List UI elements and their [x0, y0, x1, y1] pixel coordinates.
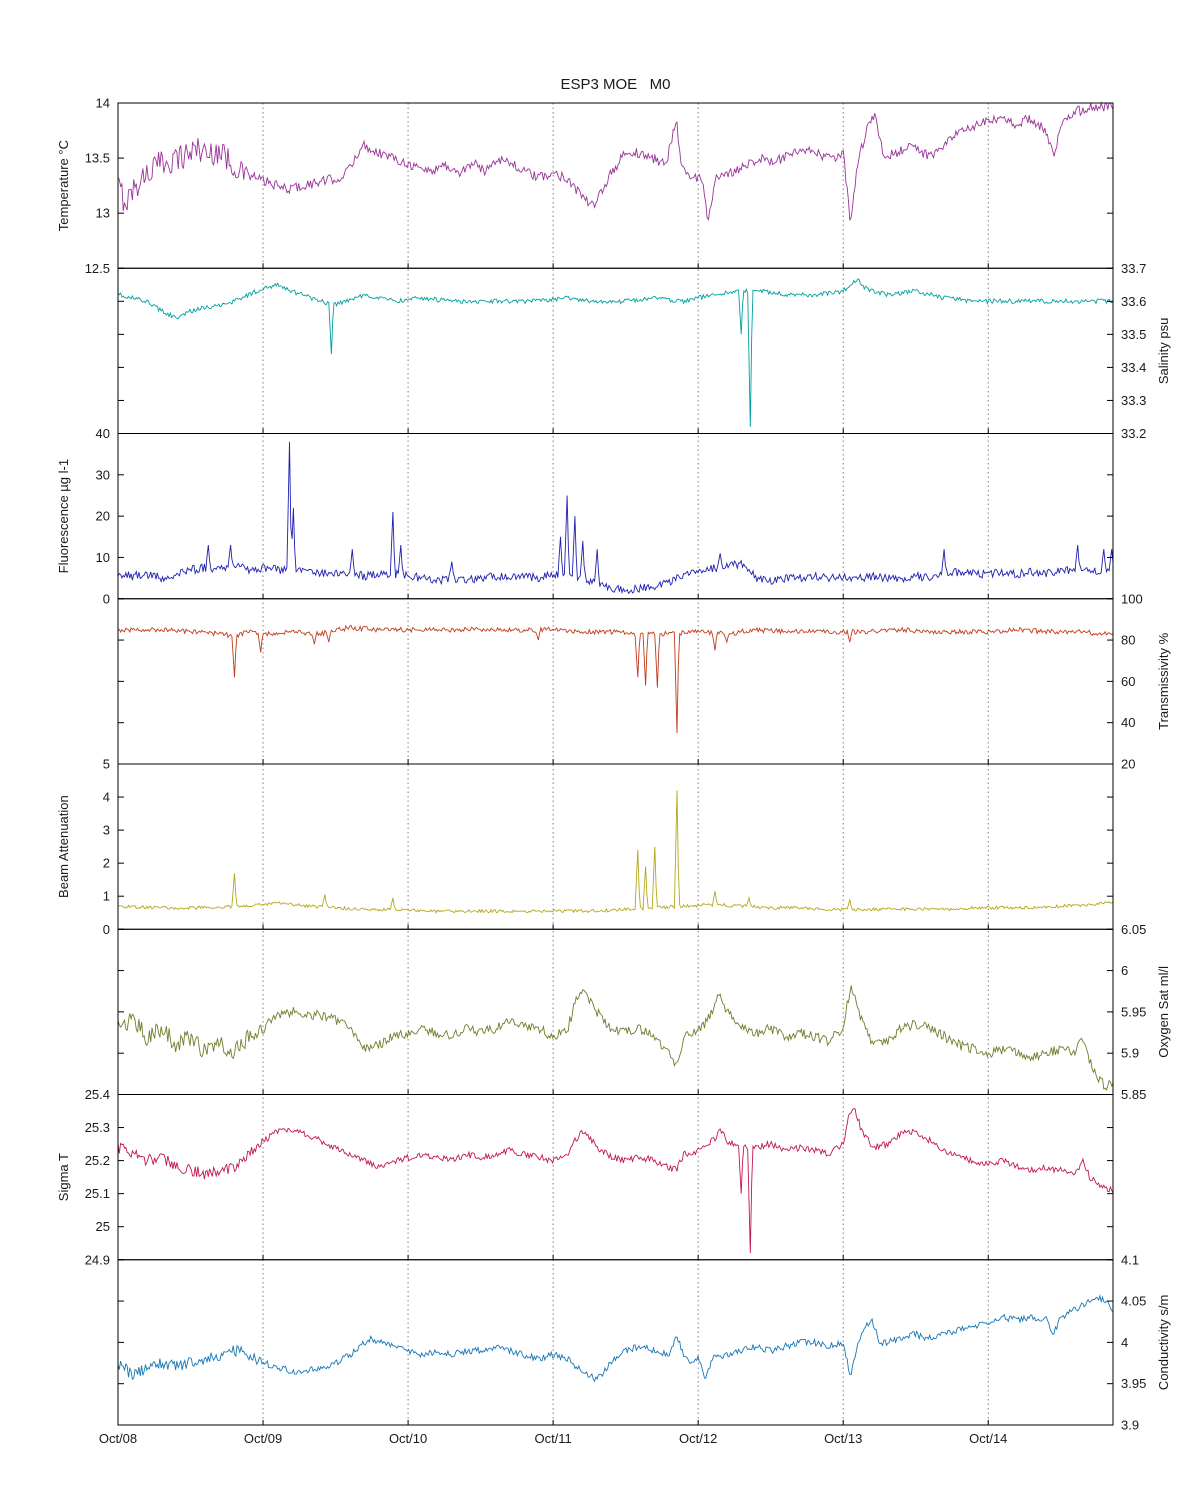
y-tick-label: 3 — [103, 823, 110, 838]
y-tick-label: 25.4 — [85, 1087, 110, 1102]
y-tick-label: 4 — [1121, 1335, 1128, 1350]
y-tick-label: 60 — [1121, 674, 1135, 689]
y-axis-title-beam-attenuation: Beam Attenuation — [56, 795, 71, 898]
y-tick-label: 33.7 — [1121, 261, 1146, 276]
y-tick-label: 25.1 — [85, 1186, 110, 1201]
y-tick-label: 14 — [96, 96, 110, 111]
panel-border-transmissivity — [117, 598, 1114, 765]
y-tick-label: 33.2 — [1121, 426, 1146, 441]
panel-border-conductivity — [117, 1259, 1114, 1426]
x-tick-label: Oct/13 — [824, 1431, 862, 1446]
y-tick-label: 20 — [1121, 757, 1135, 772]
y-tick-label: 4.05 — [1121, 1294, 1146, 1309]
y-tick-label: 24.9 — [85, 1252, 110, 1267]
y-tick-label: 5.9 — [1121, 1046, 1139, 1061]
y-tick-label: 5 — [103, 757, 110, 772]
y-tick-label: 6 — [1121, 963, 1128, 978]
y-tick-label: 2 — [103, 856, 110, 871]
x-tick-label: Oct/12 — [679, 1431, 717, 1446]
series-line-sigma-t — [117, 1108, 1114, 1254]
series-line-salinity — [117, 278, 1114, 427]
series-line-conductivity — [117, 1294, 1114, 1383]
y-tick-label: 33.5 — [1121, 327, 1146, 342]
y-tick-label: 6.05 — [1121, 922, 1146, 937]
x-tick-label: Oct/14 — [969, 1431, 1007, 1446]
panel-border-sigma-t — [117, 1094, 1114, 1261]
y-tick-label: 0 — [103, 591, 110, 606]
panel-border-temperature — [117, 102, 1114, 269]
y-axis-title-temperature: Temperature °C — [56, 140, 71, 231]
y-tick-label: 100 — [1121, 591, 1143, 606]
y-tick-label: 25.3 — [85, 1120, 110, 1135]
series-line-fluorescence — [117, 441, 1114, 595]
y-tick-label: 30 — [96, 467, 110, 482]
y-tick-label: 13.5 — [85, 151, 110, 166]
y-tick-label: 0 — [103, 922, 110, 937]
y-tick-label: 3.95 — [1121, 1376, 1146, 1391]
y-axis-title-oxygen-sat: Oxygen Sat ml/l — [1156, 966, 1171, 1058]
y-tick-label: 12.5 — [85, 261, 110, 276]
y-axis-title-conductivity: Conductivity s/m — [1156, 1295, 1171, 1390]
y-tick-label: 13 — [96, 206, 110, 221]
y-tick-label: 33.6 — [1121, 294, 1146, 309]
panel-border-salinity — [117, 267, 1114, 434]
y-axis-title-salinity: Salinity psu — [1156, 318, 1171, 384]
y-tick-label: 4.1 — [1121, 1252, 1139, 1267]
chart-title: ESP3 MOE M0 — [560, 76, 671, 93]
x-tick-label: Oct/10 — [389, 1431, 427, 1446]
series-line-beam-attenuation — [117, 790, 1114, 914]
y-axis-title-transmissivity: Transmissivity % — [1156, 632, 1171, 729]
panel-border-oxygen-sat — [117, 928, 1114, 1095]
y-tick-label: 25.2 — [85, 1153, 110, 1168]
series-line-oxygen-sat — [117, 985, 1114, 1091]
y-tick-label: 10 — [96, 550, 110, 565]
y-tick-label: 80 — [1121, 633, 1135, 648]
series-line-transmissivity — [117, 624, 1114, 734]
y-tick-label: 40 — [1121, 715, 1135, 730]
y-tick-label: 40 — [96, 426, 110, 441]
y-tick-label: 33.3 — [1121, 393, 1146, 408]
y-tick-label: 5.85 — [1121, 1087, 1146, 1102]
y-tick-label: 33.4 — [1121, 360, 1146, 375]
y-tick-label: 4 — [103, 790, 110, 805]
x-tick-label: Oct/09 — [244, 1431, 282, 1446]
x-tick-label: Oct/08 — [99, 1431, 137, 1446]
y-tick-label: 20 — [96, 509, 110, 524]
y-tick-label: 1 — [103, 889, 110, 904]
y-tick-label: 5.95 — [1121, 1004, 1146, 1019]
y-tick-label: 3.9 — [1121, 1418, 1139, 1433]
series-line-temperature — [117, 101, 1114, 221]
y-tick-label: 25 — [96, 1219, 110, 1234]
y-axis-title-fluorescence: Fluorescence µg l-1 — [56, 459, 71, 573]
y-axis-title-sigma-t: Sigma T — [56, 1153, 71, 1201]
x-tick-label: Oct/11 — [534, 1431, 571, 1446]
